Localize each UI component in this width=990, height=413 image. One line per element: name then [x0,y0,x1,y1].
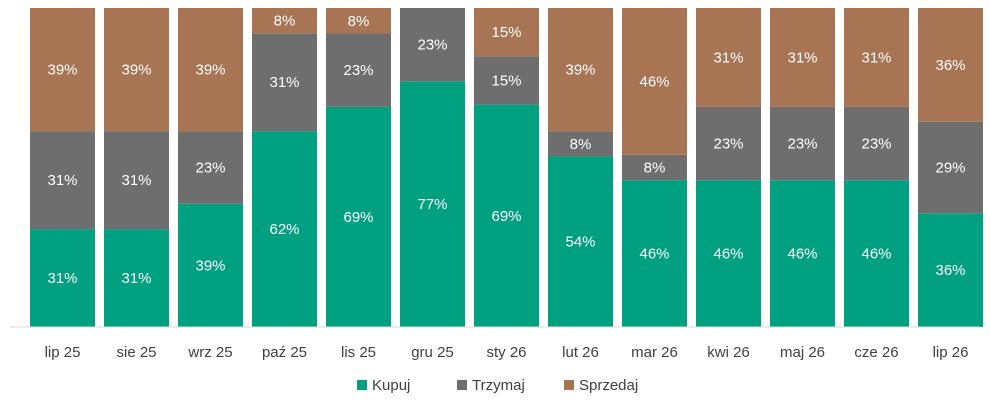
data-label-trzymaj-5: 23% [417,37,447,54]
bar-kupuj-1 [104,229,169,327]
data-label-sprzedaj-6: 15% [491,24,521,41]
data-label-sprzedaj-10: 31% [787,49,817,66]
x-tick-label-3: paź 25 [262,344,307,361]
bar-kupuj-4 [326,106,391,327]
bar-sprzedaj-8 [622,8,687,155]
data-label-sprzedaj-0: 39% [47,62,77,79]
bar-trzymaj-12 [918,121,983,214]
bar-sprzedaj-12 [918,8,983,122]
bar-sprzedaj-11 [844,8,909,107]
data-label-sprzedaj-9: 31% [713,49,743,66]
data-label-kupuj-7: 54% [565,234,595,251]
bar-kupuj-11 [844,180,909,327]
data-label-kupuj-6: 69% [491,208,521,225]
legend-label-sprzedaj: Sprzedaj [579,377,638,394]
x-tick-label-2: wrz 25 [187,344,232,361]
bar-trzymaj-4 [326,33,391,107]
bar-kupuj-12 [918,213,983,327]
bars-group: 31% 31% 39% 31% 31% 39% 39% 23% 39% 62% 31% 8% 69% 23… [30,8,983,328]
legend-label-trzymaj: Trzymaj [472,377,525,394]
data-label-trzymaj-1: 31% [121,172,151,189]
data-label-trzymaj-2: 23% [195,160,225,177]
legend: Kupuj Trzymaj Sprzedaj [357,377,638,394]
data-label-trzymaj-11: 23% [861,136,891,153]
bar-trzymaj-5 [400,8,465,82]
bar-trzymaj-9 [696,106,761,181]
bar-trzymaj-0 [30,131,95,230]
data-label-kupuj-3: 62% [269,221,299,238]
bar-sprzedaj-4 [326,8,391,34]
bar-kupuj-8 [622,180,687,327]
data-label-trzymaj-0: 31% [47,172,77,189]
x-tick-label-9: kwi 26 [707,344,750,361]
data-label-sprzedaj-11: 31% [861,49,891,66]
bar-trzymaj-7 [548,131,613,157]
data-label-trzymaj-3: 31% [269,74,299,91]
bar-sprzedaj-0 [30,8,95,132]
legend-label-kupuj: Kupuj [372,377,410,394]
data-label-sprzedaj-1: 39% [121,62,151,79]
bar-kupuj-5 [400,81,465,328]
bar-kupuj-0 [30,229,95,327]
x-tick-label-6: sty 26 [486,344,526,361]
data-label-kupuj-8: 46% [639,246,669,263]
data-label-sprzedaj-2: 39% [195,62,225,79]
data-label-trzymaj-7: 8% [570,136,592,153]
bar-trzymaj-8 [622,154,687,181]
bar-sprzedaj-7 [548,8,613,132]
legend-swatch-sprzedaj [564,380,574,390]
data-label-kupuj-1: 31% [121,270,151,287]
data-label-kupuj-0: 31% [47,270,77,287]
x-tick-label-10: maj 26 [780,344,825,361]
bar-kupuj-3 [252,131,317,327]
data-label-trzymaj-10: 23% [787,136,817,153]
x-tick-label-5: gru 25 [411,344,454,361]
data-label-sprzedaj-7: 39% [565,62,595,79]
x-tick-label-8: mar 26 [631,344,678,361]
data-label-sprzedaj-12: 36% [935,57,965,74]
data-label-trzymaj-6: 15% [491,73,521,90]
data-label-kupuj-9: 46% [713,246,743,263]
data-label-sprzedaj-3: 8% [274,13,296,30]
data-label-trzymaj-12: 29% [935,160,965,177]
bar-trzymaj-1 [104,131,169,230]
data-label-kupuj-11: 46% [861,246,891,263]
legend-swatch-kupuj [357,380,367,390]
bar-trzymaj-10 [770,106,835,181]
bar-trzymaj-6 [474,56,539,105]
data-label-kupuj-4: 69% [343,209,373,226]
data-label-kupuj-5: 77% [417,196,447,213]
bar-sprzedaj-10 [770,8,835,107]
x-tick-labels: lip 25 sie 25 wrz 25 paź 25 lis 25 gru 25 sty … [45,344,969,361]
legend-swatch-trzymaj [457,380,467,390]
x-tick-label-7: lut 26 [562,344,599,361]
data-label-trzymaj-4: 23% [343,62,373,79]
bar-kupuj-9 [696,180,761,327]
bar-trzymaj-11 [844,106,909,181]
bar-kupuj-10 [770,180,835,327]
x-tick-label-4: lis 25 [341,344,376,361]
data-label-sprzedaj-4: 8% [348,13,370,30]
bar-sprzedaj-1 [104,8,169,132]
bar-trzymaj-2 [178,131,243,204]
data-label-kupuj-10: 46% [787,246,817,263]
bar-sprzedaj-9 [696,8,761,107]
data-label-kupuj-2: 39% [195,257,225,274]
bar-kupuj-6 [474,104,539,328]
x-tick-label-11: cze 26 [854,344,898,361]
x-tick-label-0: lip 25 [45,344,81,361]
bar-sprzedaj-2 [178,8,243,132]
x-tick-label-12: lip 26 [933,344,969,361]
data-label-sprzedaj-8: 46% [639,73,669,90]
x-tick-label-1: sie 25 [116,344,156,361]
data-label-kupuj-12: 36% [935,262,965,279]
bar-sprzedaj-3 [252,8,317,34]
bar-kupuj-2 [178,203,243,327]
data-label-trzymaj-9: 23% [713,136,743,153]
bar-kupuj-7 [548,156,613,327]
bar-trzymaj-3 [252,33,317,132]
bar-sprzedaj-6 [474,8,539,57]
data-label-trzymaj-8: 8% [644,160,666,177]
